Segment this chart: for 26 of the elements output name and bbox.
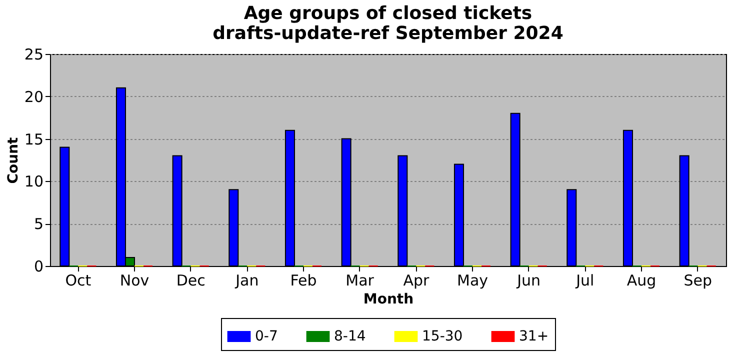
y-tick-label: 0 [34, 258, 44, 276]
x-tick-label: Jun [516, 272, 541, 290]
chart-subtitle: drafts-update-ref September 2024 [212, 23, 564, 44]
x-axis-title: Month [363, 292, 414, 308]
y-axis-title: Count [5, 136, 22, 184]
y-tick-label: 10 [24, 172, 44, 191]
legend-label: 0-7 [255, 328, 278, 344]
x-tick-label: Jan [234, 272, 259, 290]
x-tick-label: Sep [684, 272, 712, 290]
x-tick-label: Apr [403, 272, 430, 290]
x-tick-label: Nov [120, 272, 150, 290]
legend-label: 8-14 [334, 328, 366, 344]
y-tick-label: 15 [24, 130, 44, 148]
legend-label: 31+ [519, 328, 549, 344]
y-tick-label: 20 [24, 88, 44, 106]
chart-title: Age groups of closed tickets [244, 3, 532, 24]
x-tick-label: Feb [290, 272, 317, 290]
x-tick-label: Mar [346, 272, 375, 290]
x-tick-label: Aug [626, 272, 656, 290]
y-tick-label: 25 [24, 46, 44, 64]
x-tick-label: May [456, 272, 488, 290]
x-tick-label: Jul [575, 272, 594, 290]
x-tick-label: Oct [65, 272, 92, 290]
x-tick-label: Dec [176, 272, 206, 290]
y-tick-label: 5 [34, 215, 44, 234]
legend-label: 15-30 [422, 328, 463, 344]
